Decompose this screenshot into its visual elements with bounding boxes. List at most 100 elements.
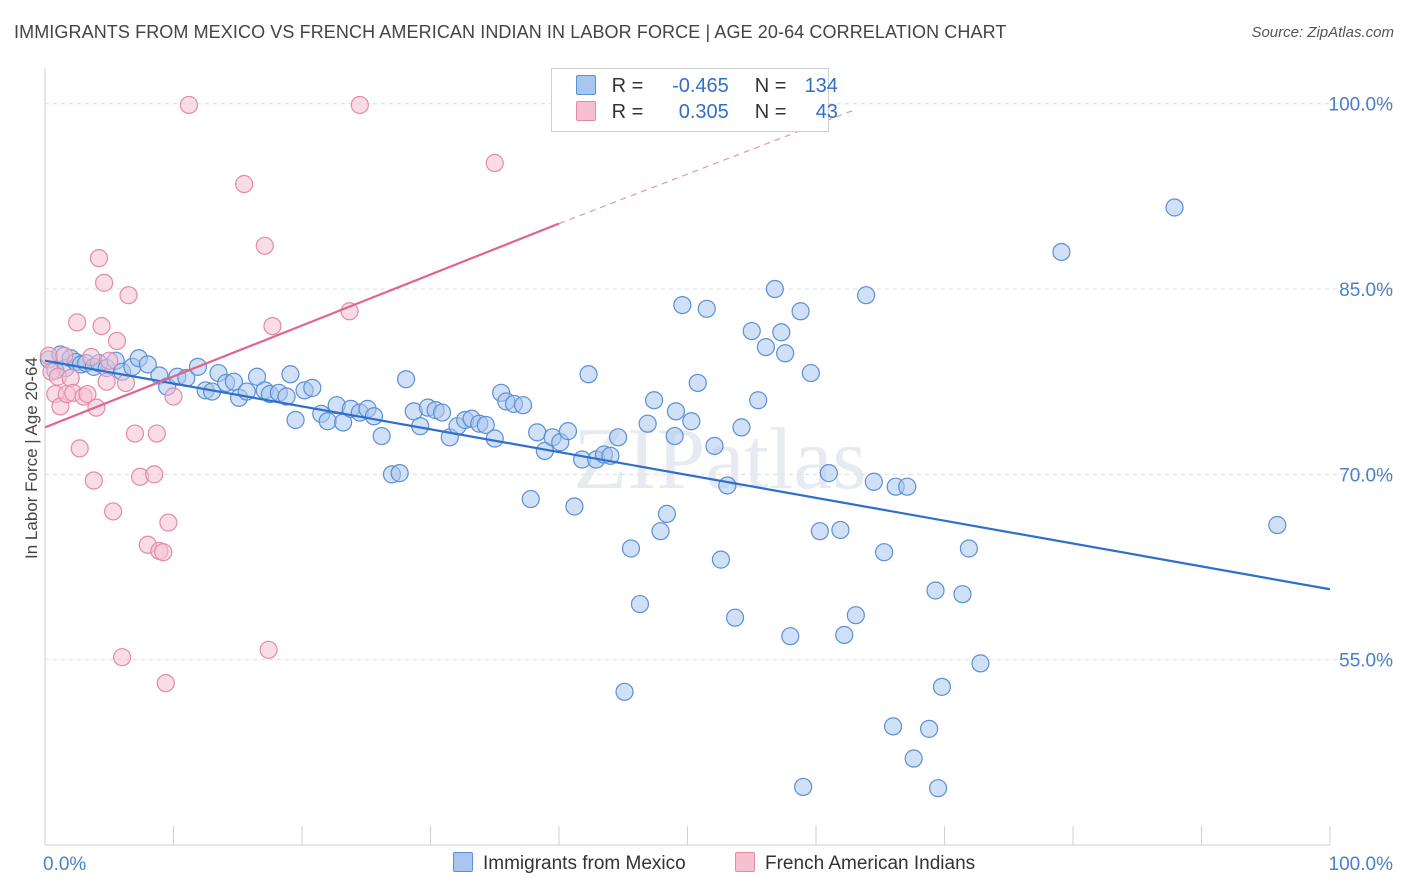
data-point-mexico <box>711 550 731 569</box>
data-point-mexico <box>697 299 716 318</box>
data-point-mexico <box>705 436 724 456</box>
legend-n-label: N = <box>754 75 787 97</box>
data-point-mexico <box>904 749 923 768</box>
trend-line-mexico <box>44 359 1331 591</box>
data-point-french-american-indian <box>235 174 254 194</box>
data-point-mexico <box>791 302 810 321</box>
data-point-mexico <box>224 372 243 391</box>
trend-line-french <box>44 222 560 429</box>
data-point-mexico <box>781 627 800 646</box>
data-point-mexico <box>666 402 686 421</box>
data-point-french-american-indian <box>147 424 166 443</box>
data-point-french-american-indian <box>61 368 80 388</box>
data-point-mexico <box>303 378 322 397</box>
data-point-mexico <box>1165 198 1184 217</box>
watermark: ZIPatlas <box>573 411 866 508</box>
data-point-french-american-indian <box>95 273 114 292</box>
legend-swatch-pink <box>576 101 596 121</box>
stats-legend: R = -0.465 N = 134 R = 0.305 N = 43 <box>551 68 838 132</box>
data-point-mexico <box>528 423 547 442</box>
data-point-mexico <box>638 414 657 433</box>
source-credit: Source: ZipAtlas.com <box>1251 24 1394 41</box>
data-point-mexico <box>926 581 945 600</box>
data-point-mexico <box>579 365 598 384</box>
chart-title: IMMIGRANTS FROM MEXICO VS FRENCH AMERICA… <box>14 22 1007 42</box>
data-point-mexico <box>286 410 305 430</box>
y-tick-label: 55.0% <box>1339 651 1393 672</box>
data-point-french-american-indian <box>70 439 89 458</box>
bottom-legend-swatch-pink <box>735 852 755 872</box>
trend-line-french-extension <box>558 109 855 225</box>
data-point-mexico <box>318 412 337 431</box>
data-point-mexico <box>732 418 751 437</box>
data-point-french-american-indian <box>55 346 74 365</box>
legend-r-value: 0.305 <box>678 101 729 123</box>
data-point-mexico <box>364 407 384 426</box>
legend-n-value: 43 <box>815 101 838 123</box>
data-point-mexico <box>919 719 939 738</box>
data-point-mexico <box>953 585 972 604</box>
data-point-mexico <box>277 387 296 406</box>
data-point-mexico <box>857 286 876 305</box>
data-point-mexico <box>1052 242 1071 262</box>
legend-r-value: -0.465 <box>672 75 729 97</box>
data-point-mexico <box>247 367 267 386</box>
data-point-mexico <box>644 391 664 410</box>
data-point-mexico <box>846 606 865 625</box>
legend-swatch-blue <box>576 75 596 95</box>
data-point-mexico <box>898 477 917 496</box>
data-point-mexico <box>688 373 707 393</box>
data-point-mexico <box>396 370 416 389</box>
data-point-mexico <box>651 522 670 541</box>
tick-labels: 55.0% 70.0% 85.0% 100.0% 0.0% 100.0% <box>43 95 1393 875</box>
x-tick-label: 0.0% <box>43 854 86 875</box>
data-point-mexico <box>1268 515 1287 535</box>
bottom-legend-french: French American Indians <box>735 852 975 875</box>
data-point-mexico <box>657 504 677 523</box>
y-tick-label: 100.0% <box>1329 95 1394 116</box>
data-point-french-american-indian <box>179 95 199 115</box>
data-point-mexico <box>630 594 650 614</box>
data-point-mexico <box>673 295 692 315</box>
data-point-french-american-indian <box>89 249 109 268</box>
data-point-french-american-indian <box>164 387 183 406</box>
data-point-french-american-indian <box>100 351 119 370</box>
data-point-mexico <box>621 539 641 558</box>
data-point-mexico <box>959 539 979 558</box>
data-point-french-american-indian <box>92 316 111 336</box>
data-point-french-american-indian <box>119 286 138 305</box>
data-point-mexico <box>565 497 584 516</box>
legend-n-value: 134 <box>804 75 838 97</box>
y-tick-label: 70.0% <box>1339 465 1393 486</box>
data-point-mexico <box>971 654 990 673</box>
data-point-french-american-indian <box>340 302 359 321</box>
data-point-mexico <box>432 403 452 422</box>
data-point-mexico <box>609 428 628 447</box>
data-point-french-american-indian <box>97 372 116 391</box>
data-point-mexico <box>772 323 791 342</box>
data-point-mexico <box>615 682 634 701</box>
data-point-mexico <box>513 396 533 415</box>
data-point-mexico <box>883 717 903 736</box>
data-point-french-american-indian <box>125 424 145 443</box>
data-point-french-american-indian <box>112 648 132 667</box>
axes <box>44 68 1331 846</box>
data-point-mexico <box>835 625 854 645</box>
data-point-french-american-indian <box>154 543 173 562</box>
data-point-french-american-indian <box>263 316 282 336</box>
data-point-french-american-indian <box>156 674 175 693</box>
data-point-mexico <box>776 344 795 363</box>
data-point-mexico <box>928 779 948 798</box>
trend-lines <box>44 109 1331 591</box>
data-point-mexico <box>801 363 820 383</box>
data-point-french-american-indian <box>84 471 103 490</box>
data-point-mexico <box>281 365 300 384</box>
data-point-mexico <box>765 279 784 299</box>
series-mexico-points <box>39 198 1287 798</box>
data-point-mexico <box>749 391 768 410</box>
data-point-french-american-indian <box>78 384 97 404</box>
data-point-mexico <box>810 522 829 541</box>
data-point-mexico <box>932 677 952 696</box>
bottom-legend-label: Immigrants from Mexico <box>483 853 686 874</box>
data-point-mexico <box>665 426 684 446</box>
